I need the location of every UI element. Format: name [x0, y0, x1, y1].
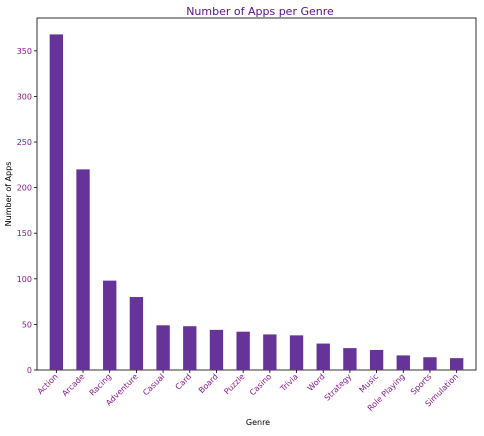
bar-racing	[103, 280, 117, 370]
x-tick-label: Word	[306, 372, 327, 393]
bar-puzzle	[236, 331, 250, 370]
x-tick-label: Action	[36, 372, 60, 396]
y-tick-label: 0	[27, 366, 32, 375]
bar-card	[183, 326, 197, 370]
x-tick-label: Casino	[248, 372, 273, 397]
bar-adventure	[129, 297, 144, 370]
bar-role-playing	[396, 355, 410, 370]
x-tick-label: Card	[174, 372, 194, 392]
x-tick-label: Casual	[141, 372, 166, 397]
y-tick-label: 200	[17, 184, 32, 193]
y-tick-label: 150	[17, 229, 32, 238]
bar-board	[209, 329, 224, 370]
y-axis-label: Number of Apps	[4, 162, 13, 227]
x-tick-label: Racing	[88, 372, 114, 398]
plot-frame	[36, 17, 477, 371]
x-tick-label: Sports	[409, 372, 434, 397]
x-tick-label: Trivia	[278, 372, 300, 394]
x-tick-label: Arcade	[60, 372, 86, 398]
bar-trivia	[289, 335, 304, 370]
bar-sports	[423, 357, 437, 370]
bar-strategy	[343, 348, 357, 370]
y-tick-label: 250	[17, 138, 32, 147]
bar-word	[316, 343, 330, 370]
bar-action	[49, 34, 64, 370]
x-tick-label: Puzzle	[222, 372, 246, 396]
bar-arcade	[76, 169, 90, 370]
y-tick-label: 350	[17, 47, 32, 56]
x-tick-label: Music	[358, 372, 380, 394]
x-tick-label: Strategy	[323, 372, 354, 403]
y-tick-label: 300	[17, 92, 32, 101]
bar-casino	[263, 334, 277, 370]
chart-title: Number of Apps per Genre	[186, 5, 334, 18]
bar-casual	[156, 325, 170, 370]
bar-music	[369, 349, 384, 370]
bar-simulation	[449, 358, 464, 370]
y-tick-label: 100	[17, 275, 32, 284]
y-tick-label: 50	[22, 320, 32, 329]
x-tick-label: Board	[197, 372, 220, 395]
x-axis-label: Genre	[246, 418, 270, 427]
